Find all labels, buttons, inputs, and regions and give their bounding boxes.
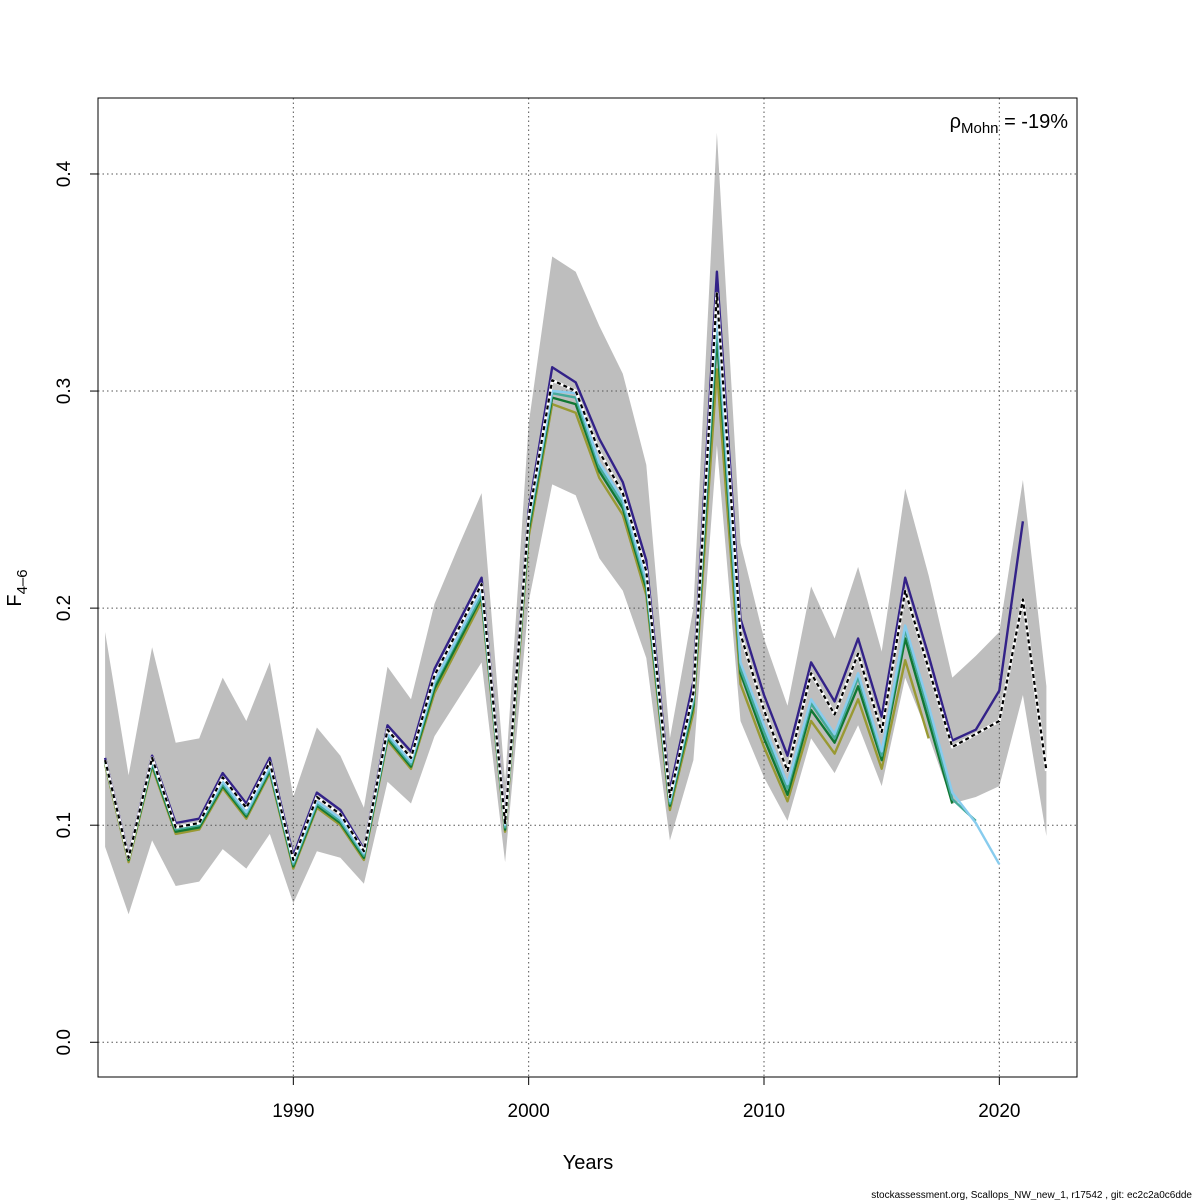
- confidence-band: [105, 132, 1047, 915]
- series-layer: [103, 270, 1048, 870]
- svg-text:F4–6: F4–6: [4, 569, 31, 606]
- rho-subscript: Mohn: [961, 120, 999, 137]
- y-axis: 0.0 0.1 0.2 0.3 0.4: [54, 160, 98, 1056]
- plot-frame: [97, 97, 1078, 1078]
- x-tick-label-2020: 2020: [978, 1101, 1020, 1122]
- y-axis-title-subscript: 4–6: [14, 569, 31, 594]
- x-tick-label-2010: 2010: [743, 1101, 785, 1122]
- mohn-rho-annotation: ρMohn = -19%: [950, 111, 1069, 137]
- x-tick-label-2000: 2000: [508, 1101, 550, 1122]
- grid-layer: [98, 98, 1077, 1077]
- x-tick-label-1990: 1990: [272, 1101, 314, 1122]
- series-line-final-underlay: [103, 291, 1048, 862]
- y-tick-label-0.3: 0.3: [54, 378, 75, 404]
- rho-value: = -19%: [999, 111, 1069, 133]
- rho-symbol: ρ: [950, 111, 961, 133]
- y-axis-title: F4–6: [4, 569, 31, 606]
- y-tick-label-0.1: 0.1: [54, 812, 75, 838]
- x-axis: 1990 2000 2010 2020: [272, 1077, 1020, 1122]
- x-axis-title: Years: [563, 1152, 613, 1174]
- series-line-peel-2: [103, 309, 1001, 865]
- series-line-peel-1: [103, 270, 1025, 857]
- y-axis-title-main: F: [4, 594, 26, 606]
- y-tick-label-0.4: 0.4: [54, 160, 75, 187]
- y-tick-label-0.0: 0.0: [54, 1029, 75, 1055]
- y-tick-label-0.2: 0.2: [54, 595, 75, 621]
- footer-credit: stockassessment.org, Scallops_NW_new_1, …: [871, 1190, 1192, 1200]
- confidence-band-layer: [105, 132, 1047, 915]
